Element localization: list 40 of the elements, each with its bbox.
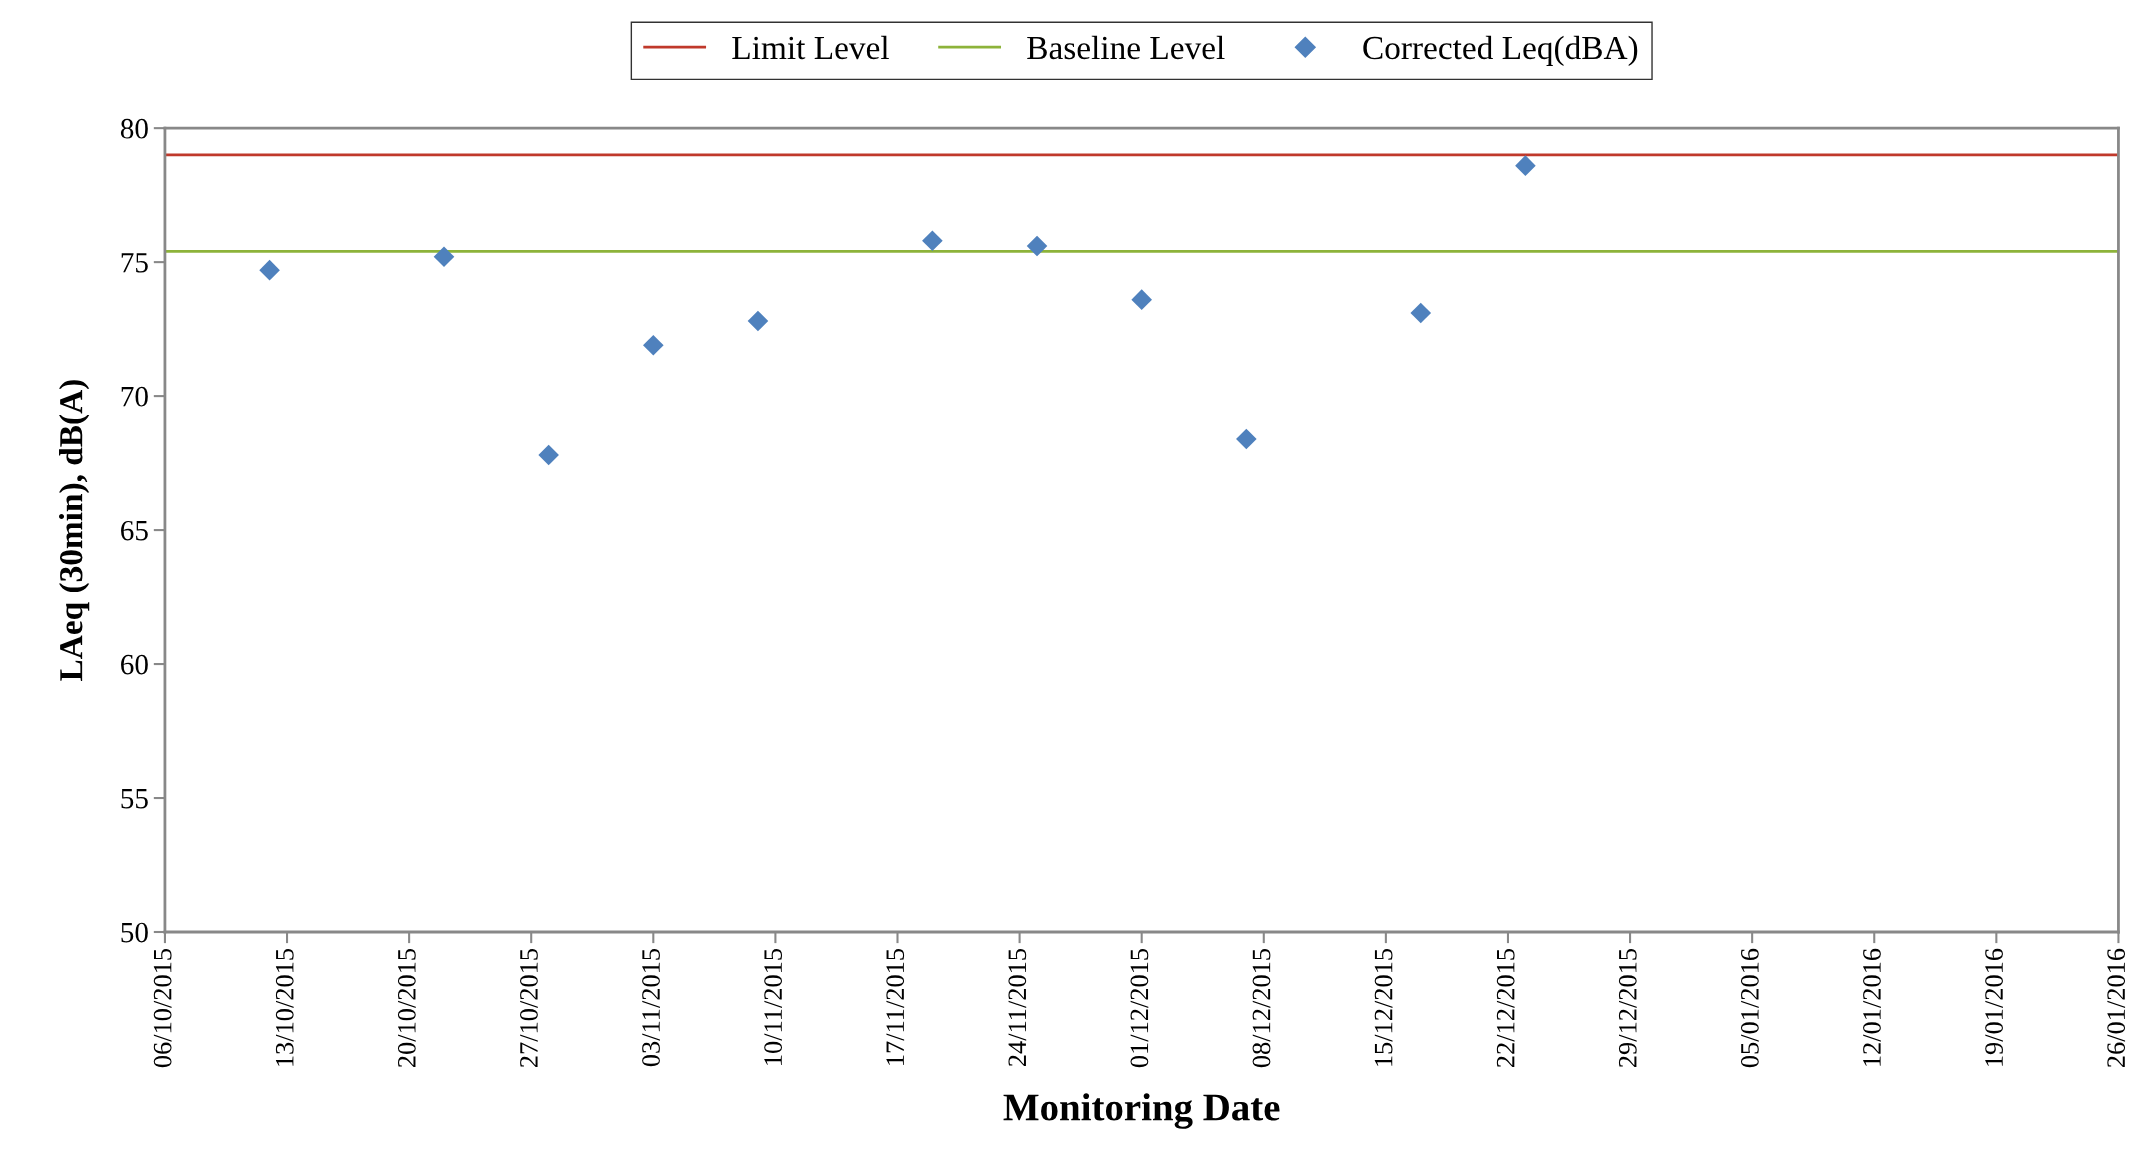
x-tick-label: 12/01/2016 xyxy=(1863,948,1881,1066)
x-tick-label: 20/10/2015 xyxy=(397,949,416,1068)
y-tick-label: 75 xyxy=(121,253,148,273)
point xyxy=(1410,302,1432,324)
y-tick-label: 70 xyxy=(121,386,148,407)
x-tick-label: 03/11/2015 xyxy=(642,949,660,1067)
point xyxy=(259,259,280,281)
x-tick-label: 15/12/2015 xyxy=(1374,949,1393,1066)
legend-label: Corrected Leq(dBA) xyxy=(1363,35,1638,66)
y-tick-label: 65 xyxy=(121,520,148,541)
point xyxy=(1515,155,1536,176)
point xyxy=(538,444,559,466)
x-tick-label: 05/01/2016 xyxy=(1740,948,1759,1068)
x-tick-label: 24/11/2015 xyxy=(1008,949,1027,1067)
legend-label: Limit Level xyxy=(732,35,889,60)
y-tick-label: 80 xyxy=(120,118,148,139)
x-tick-label: 27/10/2015 xyxy=(520,949,538,1068)
legend-label: Baseline Level xyxy=(1027,35,1225,60)
y-tick-label: 60 xyxy=(121,654,148,675)
y-tick-label: 55 xyxy=(121,789,148,809)
x-tick-label: 13/10/2015 xyxy=(275,949,294,1066)
x-tick-label: 26/01/2016 xyxy=(2107,948,2126,1068)
x-tick-label: 17/11/2015 xyxy=(886,949,905,1065)
point xyxy=(1026,235,1048,257)
point xyxy=(922,230,943,251)
x-tick-label: 08/12/2015 xyxy=(1252,949,1271,1068)
x-axis-title: Monitoring Date xyxy=(1003,1093,1280,1129)
point xyxy=(643,334,664,356)
point xyxy=(1236,428,1257,450)
y-axis-title: LAeq (30min), dB(A) xyxy=(59,380,90,681)
x-tick-label: 01/12/2015 xyxy=(1130,949,1149,1068)
x-tick-label: 29/12/2015 xyxy=(1618,949,1637,1068)
y-tick-label: 50 xyxy=(121,922,148,943)
x-tick-label: 06/10/2015 xyxy=(153,949,172,1068)
point xyxy=(433,246,455,268)
point xyxy=(1131,289,1152,310)
point xyxy=(747,310,769,332)
x-tick-label: 22/12/2015 xyxy=(1496,949,1515,1068)
x-tick-label: 19/01/2016 xyxy=(1985,948,2003,1066)
x-tick-label: 10/11/2015 xyxy=(764,949,783,1065)
